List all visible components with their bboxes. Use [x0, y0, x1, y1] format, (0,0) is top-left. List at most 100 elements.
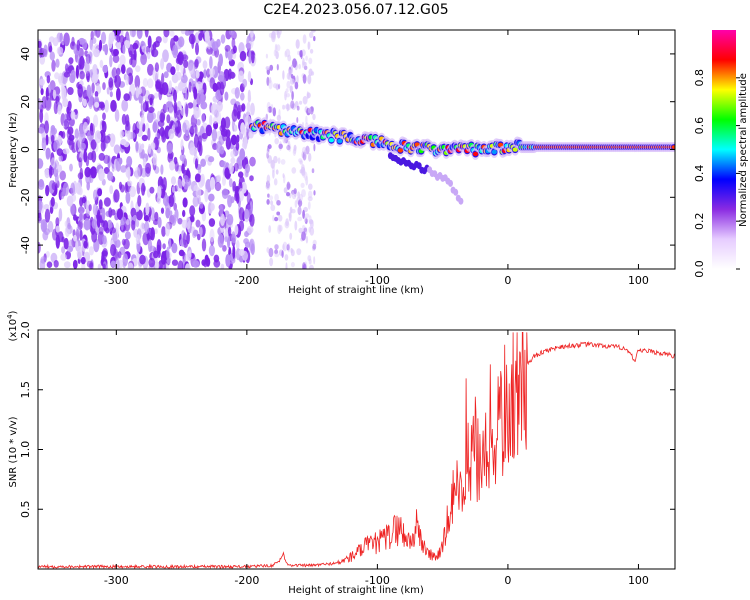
noise-speck [63, 71, 71, 78]
snr-ylabel: SNR (10 * v/v) [8, 416, 19, 487]
noise-speck [290, 73, 294, 79]
noise-speck [135, 65, 141, 73]
noise-speck [269, 64, 274, 71]
noise-speck [166, 246, 170, 260]
noise-speck [129, 186, 137, 198]
noise-speck [111, 49, 118, 57]
noise-speck [94, 43, 100, 50]
noise-speck [268, 225, 272, 233]
noise-speck [238, 171, 244, 178]
noise-speck [155, 79, 162, 92]
noise-speck [179, 153, 186, 162]
noise-speck [121, 99, 129, 112]
noise-speck [289, 206, 293, 214]
noise-speck [46, 261, 53, 269]
noise-speck [62, 182, 69, 196]
noise-speck [50, 196, 55, 207]
noise-speck [225, 254, 231, 267]
noise-speck [225, 136, 232, 150]
noise-speck [238, 188, 245, 202]
noise-speck [56, 148, 63, 157]
noise-speck [40, 88, 44, 96]
noise-speck [197, 233, 201, 241]
noise-speck [232, 181, 237, 192]
noise-speck [274, 249, 278, 255]
noise-speck [60, 253, 67, 261]
noise-speck [116, 42, 122, 50]
noise-speck [245, 163, 250, 174]
noise-speck [127, 262, 134, 269]
noise-speck [289, 232, 293, 240]
noise-speck [63, 237, 69, 250]
noise-speck [295, 39, 300, 49]
noise-speck [79, 197, 84, 207]
noise-speck [298, 63, 301, 70]
noise-speck [55, 58, 60, 68]
noise-speck [94, 130, 102, 144]
noise-speck [90, 123, 95, 136]
noise-speck [287, 54, 292, 62]
noise-speck [62, 148, 70, 155]
noise-speck [305, 175, 309, 186]
noise-speck [234, 87, 240, 99]
noise-speck [38, 127, 45, 134]
noise-speck [69, 203, 75, 215]
noise-speck [218, 53, 223, 67]
noise-speck [94, 91, 99, 98]
noise-speck [278, 224, 283, 232]
noise-speck [243, 135, 248, 150]
noise-speck [87, 95, 94, 107]
noise-speck [287, 140, 291, 148]
noise-speck [290, 100, 295, 109]
noise-speck [113, 144, 121, 155]
noise-speck [276, 30, 279, 35]
noise-speck [297, 191, 300, 198]
noise-speck [44, 168, 50, 179]
noise-speck [79, 167, 84, 180]
noise-speck [93, 189, 98, 201]
noise-speck [219, 204, 224, 216]
noise-speck [308, 183, 313, 190]
noise-speck [74, 128, 80, 140]
noise-speck [182, 209, 186, 218]
noise-speck [195, 70, 200, 79]
noise-speck [206, 46, 214, 55]
noise-speck [302, 225, 306, 230]
noise-speck [216, 101, 223, 112]
noise-speck [51, 59, 56, 72]
noise-speck [55, 225, 60, 233]
noise-speck [178, 249, 185, 257]
snr-x-ticks: -300 -200 -100 0 100 [104, 330, 649, 587]
noise-speck [205, 124, 213, 137]
noise-speck [116, 67, 121, 76]
noise-speck [98, 39, 103, 52]
noise-speck [123, 93, 130, 101]
noise-speck [222, 175, 226, 186]
noise-speck [269, 257, 274, 267]
noise-speck [103, 167, 110, 174]
noise-speck [293, 144, 297, 151]
noise-speck [89, 89, 94, 97]
snr-panel: -300 -200 -100 0 100 0.5 1.0 1.5 2.0 Height of … [6, 310, 676, 596]
noise-speck [147, 106, 155, 113]
noise-speck [277, 224, 282, 235]
noise-speck [302, 74, 307, 84]
noise-speck [298, 199, 303, 207]
noise-speck [193, 229, 199, 237]
noise-speck [313, 143, 316, 152]
noise-speck [99, 59, 104, 68]
noise-speck [98, 226, 104, 235]
noise-speck [246, 101, 251, 113]
noise-speck [123, 238, 130, 250]
noise-speck [220, 34, 226, 44]
noise-speck [38, 46, 43, 59]
noise-speck [59, 170, 66, 181]
noise-speck [98, 199, 103, 210]
noise-speck [166, 114, 171, 124]
noise-speck [307, 107, 312, 114]
noise-speck [102, 64, 108, 74]
noise-speck [157, 216, 162, 229]
noise-speck [227, 194, 233, 208]
noise-speck [250, 102, 255, 116]
snr-multiplier: (x104) [6, 310, 19, 341]
